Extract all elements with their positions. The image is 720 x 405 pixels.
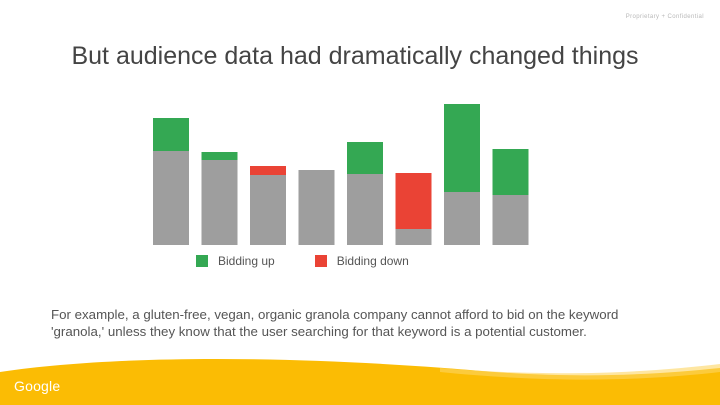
bar-6-bidding-down [395,173,432,229]
bar-5-base [347,174,383,245]
legend-label-up: Bidding up [218,254,275,268]
classification-label: Proprietary + Confidential [625,14,704,20]
footer-yellow-light [440,364,720,380]
body-paragraph: For example, a gluten-free, vegan, organ… [51,307,619,339]
bar-1-bidding-up [153,118,189,151]
bar-3-base [250,175,286,245]
bar-2-bidding-up [201,152,238,160]
legend-swatch-down [314,255,327,267]
bar-7-bidding-up [444,104,480,192]
bar-8-bidding-up [492,149,529,195]
google-logo: Google [14,378,61,394]
bar-6-base [395,229,432,245]
legend-item-down: Bidding down [314,254,409,268]
footer-wave [0,359,720,405]
bar-8-base [492,195,529,245]
bar-5-bidding-up [347,142,383,174]
bar-4-base [298,170,335,245]
bar-7-base [444,192,480,245]
legend-label-down: Bidding down [336,254,409,268]
bar-chart [153,104,529,245]
bar-2-base [201,160,238,245]
chart-legend: Bidding up Bidding down [196,254,409,268]
bar-1-base [153,151,189,245]
legend-swatch-up [196,255,208,267]
footer-yellow-wave [0,359,720,405]
bar-3-bidding-down [250,166,286,175]
slide-title: But audience data had dramatically chang… [71,42,639,70]
legend-item-up: Bidding up [196,254,275,268]
